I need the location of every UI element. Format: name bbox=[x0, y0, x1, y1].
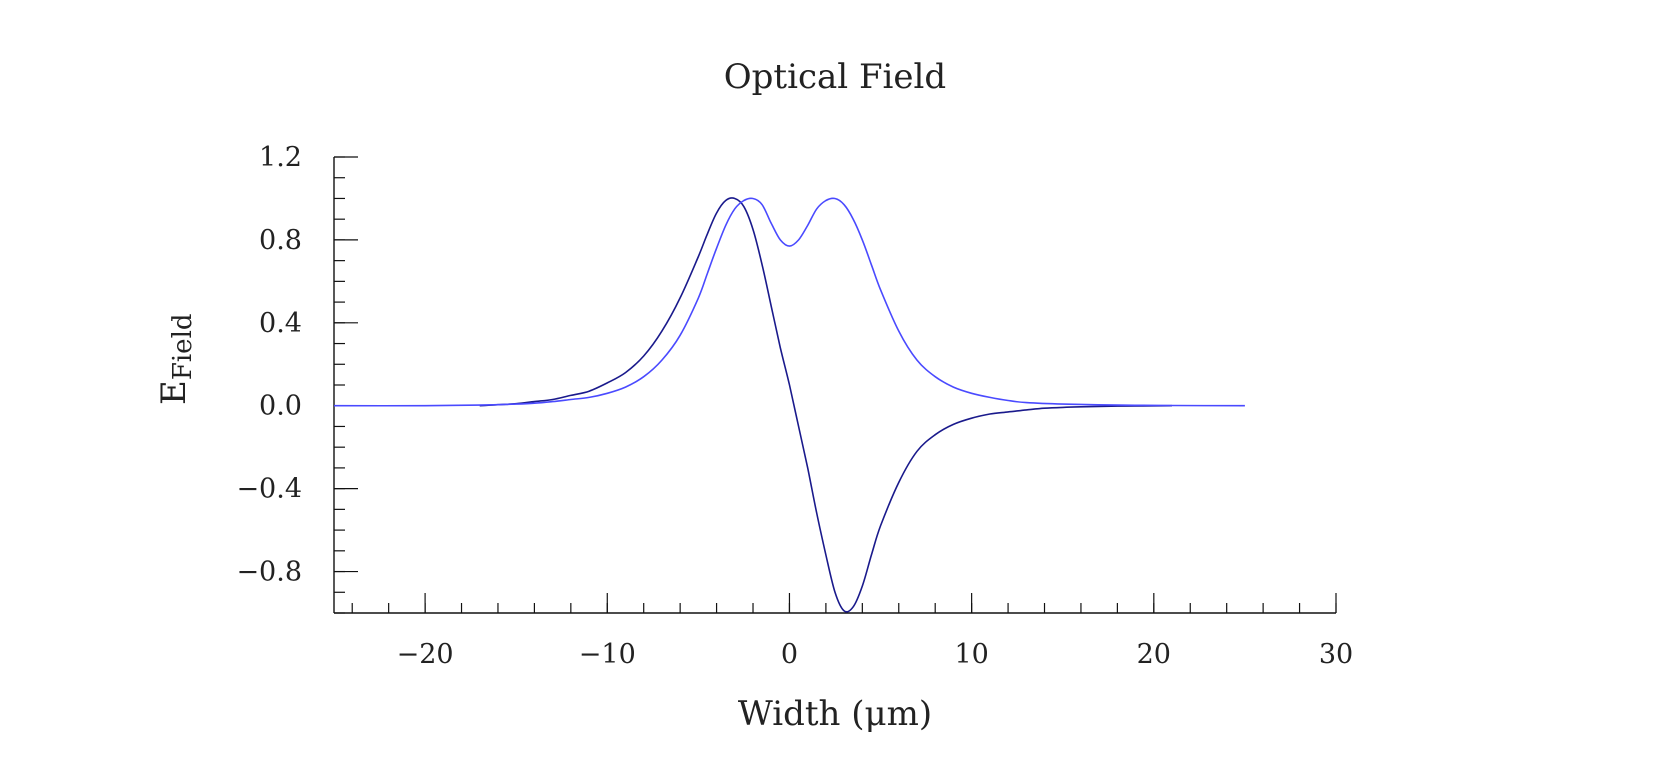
y-tick-label: 0.8 bbox=[259, 225, 302, 256]
x-axis-label: Width (μm) bbox=[738, 694, 932, 734]
y-axis-label: EField bbox=[154, 313, 198, 405]
x-tick-label: 20 bbox=[1137, 639, 1171, 670]
x-tick-label: 0 bbox=[781, 639, 798, 670]
svg-text:EField: EField bbox=[154, 313, 198, 405]
y-tick-label: 1.2 bbox=[259, 142, 302, 173]
plot-area: −0.8 −0.4 0.0 0.4 0.8 1.2 −20 −10 0 10 20 30 bbox=[236, 142, 1353, 670]
y-axis-label-subscript: Field bbox=[168, 313, 198, 380]
x-tick-label: −20 bbox=[397, 639, 454, 670]
y-axis-label-main: E bbox=[154, 380, 194, 405]
x-tick-label: 10 bbox=[954, 639, 988, 670]
series-line-2 bbox=[333, 197, 1245, 407]
y-tick-label: 0.4 bbox=[259, 308, 302, 339]
y-tick-label: −0.8 bbox=[236, 557, 302, 588]
x-tick-label: 30 bbox=[1319, 639, 1353, 670]
y-tick-label: −0.4 bbox=[236, 474, 302, 505]
series-line-1 bbox=[479, 197, 1173, 613]
chart-title: Optical Field bbox=[724, 57, 946, 97]
x-tick-label: −10 bbox=[579, 639, 636, 670]
y-tick-label: 0.0 bbox=[259, 391, 302, 422]
